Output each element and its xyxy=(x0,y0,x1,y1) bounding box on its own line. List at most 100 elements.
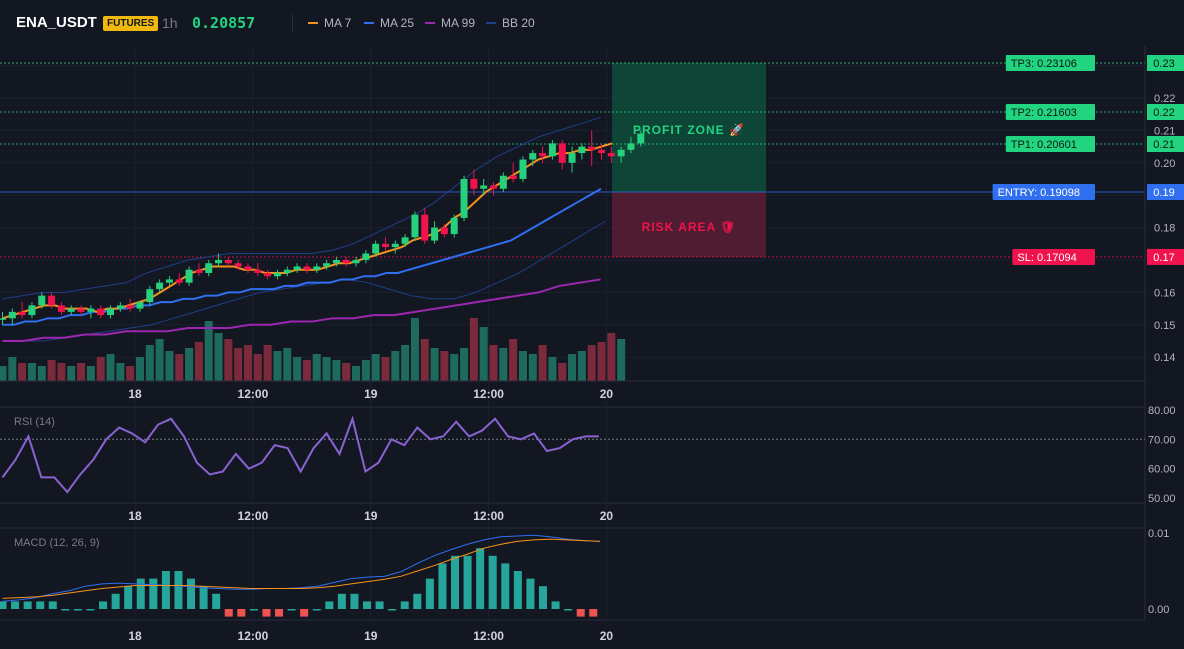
time-tick-label: 18 xyxy=(128,629,142,643)
candle-body xyxy=(362,253,370,260)
volume-bar xyxy=(430,348,439,381)
volume-bar xyxy=(607,333,616,381)
time-tick-label: 20 xyxy=(600,509,614,523)
macd-hist-bar xyxy=(451,555,460,609)
volume-bar xyxy=(145,345,154,381)
macd-hist-bar xyxy=(337,593,346,609)
volume-bar xyxy=(175,354,184,381)
signal-line xyxy=(2,538,600,599)
macd-hist-bar xyxy=(174,571,183,609)
time-axis[interactable]: 18 12:00 19 12:00 20 18 12:00 19 12:00 20 18 12:00 1… xyxy=(128,387,613,643)
macd-hist-bar xyxy=(538,586,547,609)
candle-body xyxy=(627,143,635,150)
price-tick-label: 0.21 xyxy=(1154,125,1175,137)
candle-body xyxy=(499,175,507,189)
bb-upper-line xyxy=(2,116,601,300)
level-axis-label-entry: 0.19 xyxy=(1153,187,1174,199)
time-tick-label: 19 xyxy=(364,387,378,401)
candle-body xyxy=(48,295,56,306)
legend-bb20[interactable]: BB 20 xyxy=(486,16,535,30)
macd-hist-bar xyxy=(149,578,158,609)
candle-body xyxy=(480,185,488,189)
volume-bar xyxy=(47,360,56,381)
ma99-swatch-icon xyxy=(425,22,435,24)
macd-hist-bar xyxy=(124,586,133,609)
macd-hist-bar xyxy=(576,609,585,617)
volume-bar xyxy=(342,363,351,381)
bb-lower-line xyxy=(22,220,606,342)
volume-bar xyxy=(381,357,390,381)
candle-body xyxy=(264,272,272,277)
candle-body xyxy=(539,153,547,157)
volume-bar xyxy=(577,351,586,381)
macd-tick-label: 0.01 xyxy=(1148,528,1169,540)
candle-body xyxy=(490,185,497,189)
candle-body xyxy=(323,263,331,267)
volume-bar xyxy=(194,342,203,381)
price-tick-label: 0.16 xyxy=(1154,287,1175,299)
macd-hist-bar xyxy=(99,601,108,609)
macd-pane[interactable]: MACD (12, 26, 9) 0.01 0.00 xyxy=(0,528,1169,617)
last-price: 0.20857 xyxy=(192,14,256,32)
volume-bar xyxy=(518,351,527,381)
macd-hist-bar xyxy=(275,609,284,617)
macd-hist-bar xyxy=(11,601,20,609)
candle-body xyxy=(116,305,124,309)
candle-body xyxy=(28,305,36,316)
ma7-swatch-icon xyxy=(308,22,318,24)
macd-hist-bar xyxy=(476,548,485,609)
candle-body xyxy=(617,149,625,157)
volume-bar xyxy=(204,321,213,381)
macd-hist-bar xyxy=(23,601,32,609)
volume-bar xyxy=(450,354,459,381)
volume-bar xyxy=(57,363,66,381)
legend-ma25[interactable]: MA 25 xyxy=(364,16,414,30)
volume-bar xyxy=(165,351,174,381)
candle-body xyxy=(205,263,213,273)
symbol-title[interactable]: ENA_USDT xyxy=(16,14,97,31)
candle-body xyxy=(529,153,537,160)
volume-bar xyxy=(509,339,518,381)
volume-bar xyxy=(214,333,223,381)
candle-body xyxy=(548,143,556,157)
rsi-tick-label: 80.00 xyxy=(1148,405,1176,417)
legend-ma99[interactable]: MA 99 xyxy=(425,16,475,30)
level-axis-label-tp1: 0.21 xyxy=(1153,139,1174,151)
volume-bar xyxy=(293,357,302,381)
time-tick-label: 12:00 xyxy=(473,629,504,643)
volume-bar xyxy=(420,339,429,381)
candlesticks xyxy=(0,130,645,325)
timeframe-selector[interactable]: 1h xyxy=(162,15,178,31)
level-axis-label-sl: 0.17 xyxy=(1153,252,1174,264)
volume-bar xyxy=(469,318,478,381)
legend-ma7[interactable]: MA 7 xyxy=(308,16,351,30)
volume-bar xyxy=(597,342,606,381)
level-axis-label-tp2: 0.22 xyxy=(1153,107,1174,119)
volume-bar xyxy=(116,363,125,381)
macd-hist-bar xyxy=(325,601,334,609)
candle-body xyxy=(195,269,203,273)
volume-bar xyxy=(135,357,144,381)
time-tick-label: 19 xyxy=(364,629,378,643)
time-tick-label: 12:00 xyxy=(473,509,504,523)
ma25-swatch-icon xyxy=(364,22,374,24)
volume-bar xyxy=(440,351,449,381)
time-tick-label: 20 xyxy=(600,629,614,643)
level-tag-sl xyxy=(1012,248,1095,265)
candle-body xyxy=(391,243,399,248)
candle-body xyxy=(175,279,183,283)
volume-bar xyxy=(126,366,135,381)
volume-bar xyxy=(538,345,547,381)
legend-ma25-label: MA 25 xyxy=(380,16,415,30)
macd-hist-bar xyxy=(513,571,522,609)
macd-hist-bar xyxy=(48,601,57,609)
volume-bar xyxy=(499,348,508,381)
futures-badge: FUTURES xyxy=(103,16,159,31)
candle-body xyxy=(381,243,389,248)
price-tick-label: 0.20 xyxy=(1154,158,1175,170)
risk-zone xyxy=(612,192,766,257)
volume-bar xyxy=(86,366,95,381)
volume-bar xyxy=(401,345,410,381)
rsi-pane[interactable]: RSI (14) 80.00 70.00 60.00 50.00 xyxy=(0,405,1176,505)
